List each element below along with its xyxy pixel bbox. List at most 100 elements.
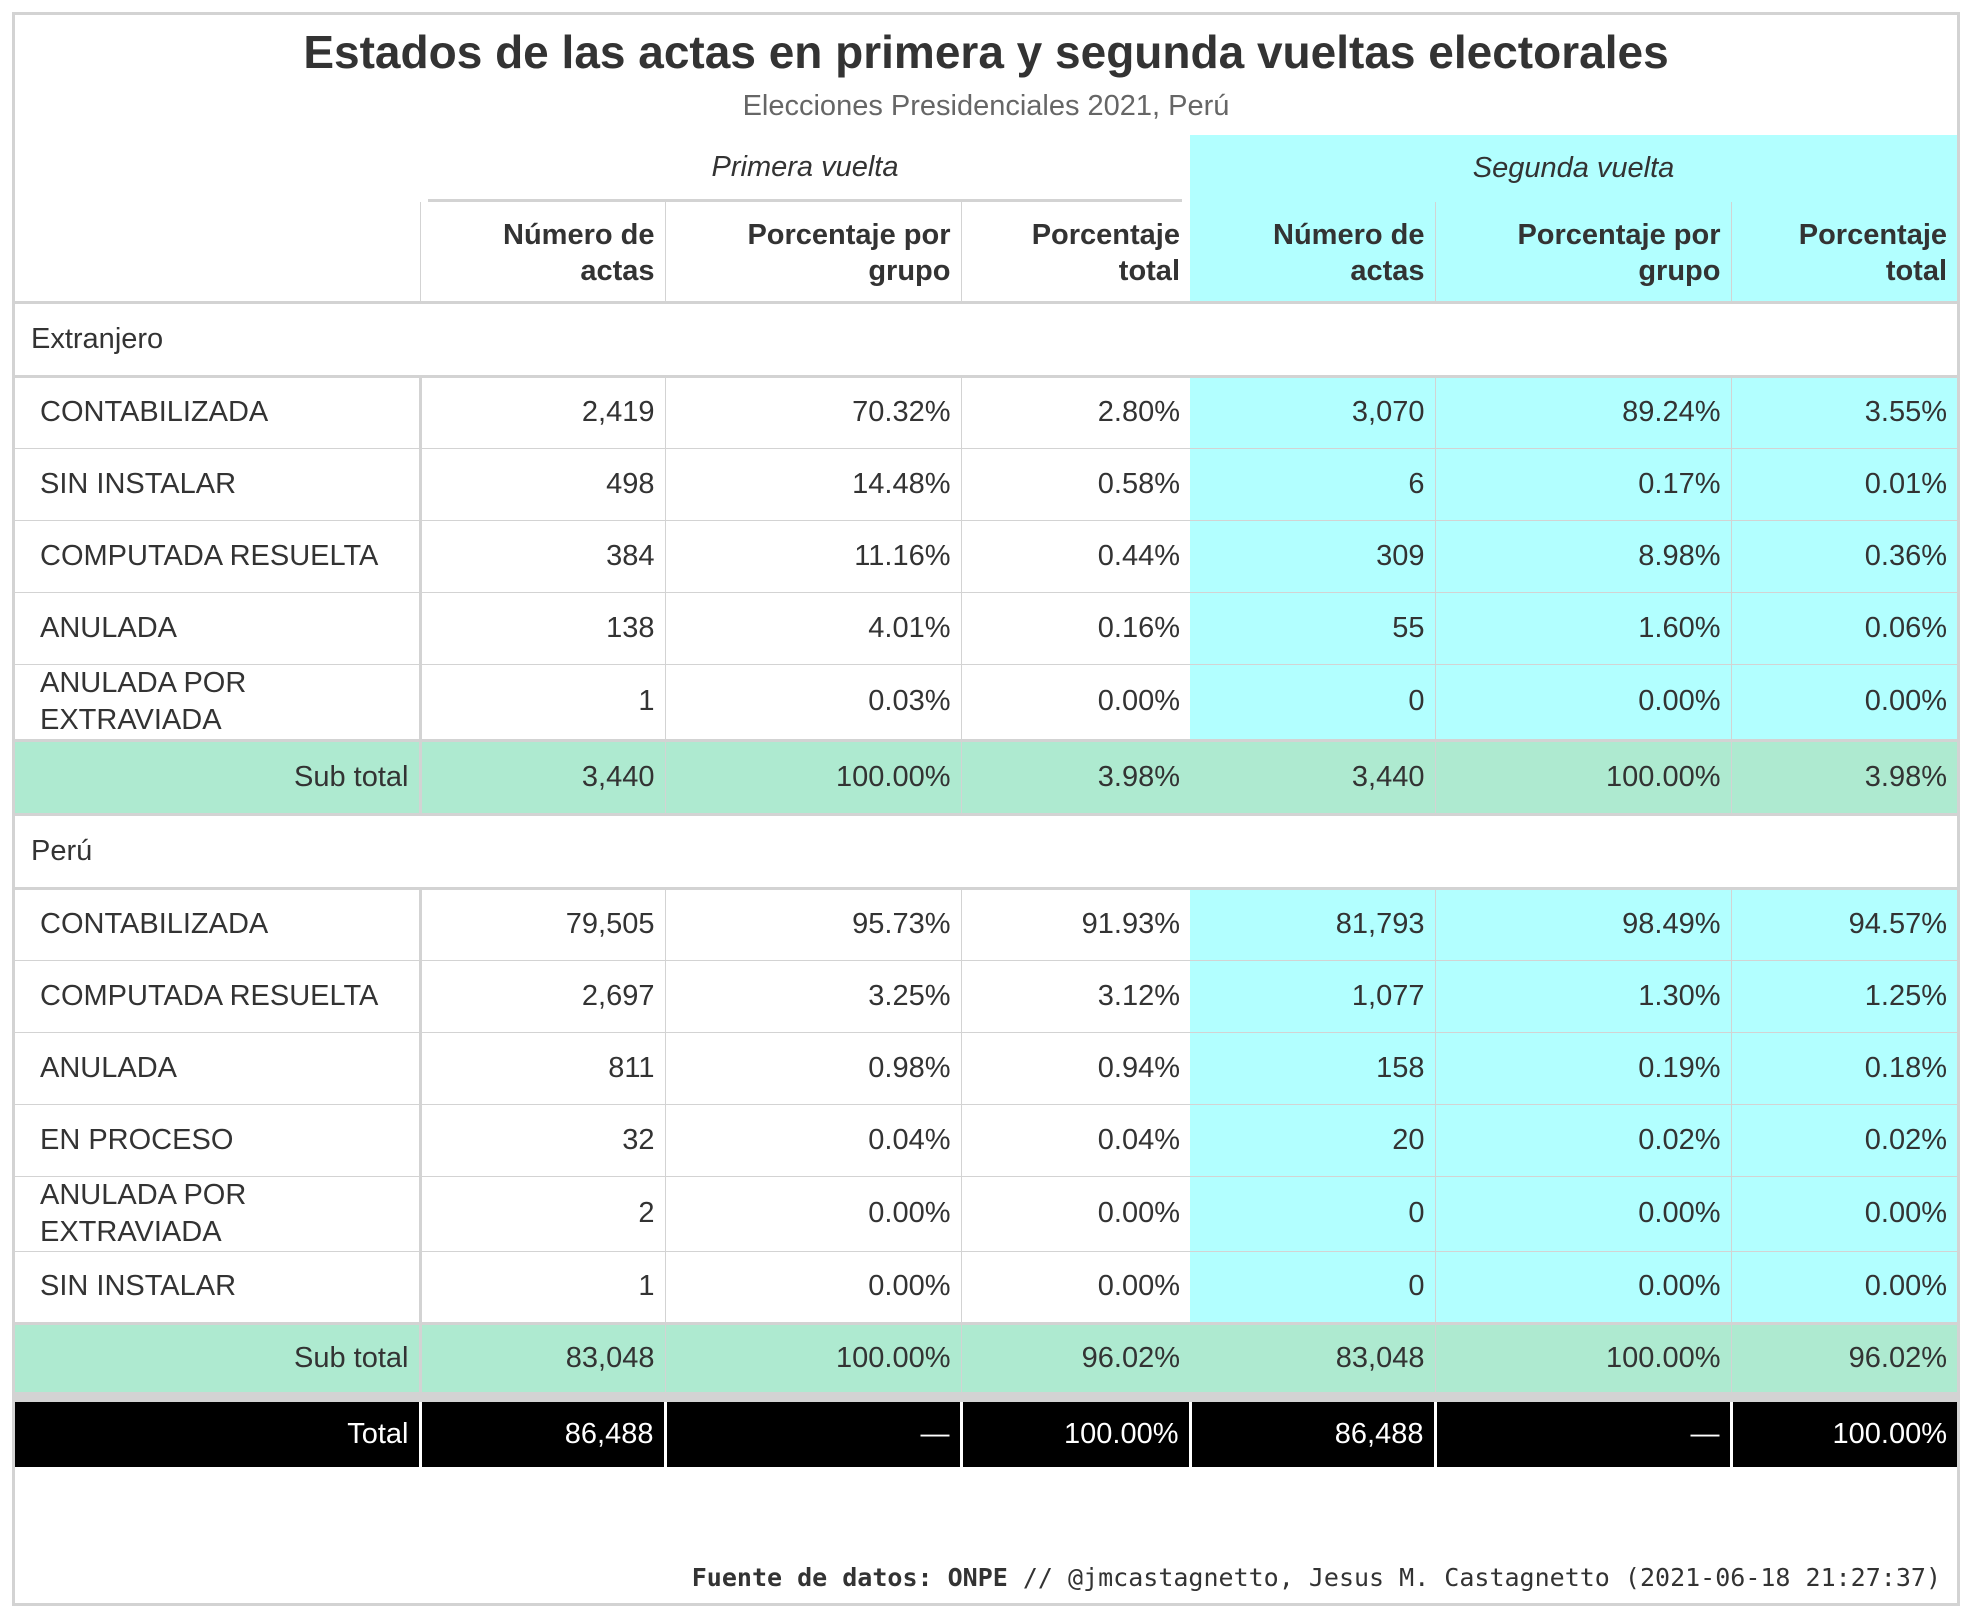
table-cell: 138: [420, 592, 666, 665]
total-cell: —: [665, 1397, 963, 1467]
subtotal-cell: 96.02%: [961, 1321, 1190, 1402]
table-cell: 0.00%: [1731, 664, 1958, 741]
table-cell: 0: [1190, 1251, 1436, 1324]
row-label: ANULADA: [15, 592, 422, 665]
group-row: Extranjero: [15, 302, 1958, 378]
table-cell: 3.55%: [1731, 376, 1958, 449]
row-label: EN PROCESO: [15, 1104, 422, 1177]
table-cell: 0.44%: [961, 520, 1190, 593]
table-cell: 4.01%: [665, 592, 962, 665]
spanner-primera-label: Primera vuelta: [428, 135, 1182, 202]
subtotal-cell: 100.00%: [1435, 738, 1732, 816]
subtotal-cell: 96.02%: [1731, 1321, 1958, 1402]
column-header: Porcentaje por grupo: [665, 202, 962, 304]
table-cell: 95.73%: [665, 888, 962, 961]
column-header: Porcentaje total: [961, 202, 1190, 304]
table-cell: 0: [1190, 1176, 1436, 1252]
subtotal-cell: 3.98%: [961, 738, 1190, 816]
table-row: SIN INSTALAR 498 14.48% 0.58% 6 0.17% 0.01%: [15, 448, 1958, 521]
table-frame: Estados de las actas en primera y segund…: [12, 12, 1960, 1606]
table-row: ANULADA POR EXTRAVIADA 1 0.03% 0.00% 0 0.00% 0…: [15, 664, 1958, 741]
table-cell: 0.00%: [961, 1176, 1190, 1252]
table-cell: 2: [420, 1176, 666, 1252]
table-cell: 2.80%: [961, 376, 1190, 449]
row-label: SIN INSTALAR: [15, 448, 422, 521]
row-label: CONTABILIZADA: [15, 376, 422, 449]
subtotal-cell: 100.00%: [1435, 1321, 1732, 1402]
table-cell: 11.16%: [665, 520, 962, 593]
table-title: Estados de las actas en primera y segund…: [303, 26, 1669, 78]
table-cell: 81,793: [1190, 888, 1436, 961]
table-cell: 20: [1190, 1104, 1436, 1177]
subtotal-row: Sub total 83,048 100.00% 96.02% 83,048 100.00…: [15, 1321, 1958, 1402]
stub-header: [15, 202, 421, 304]
table-cell: 2,419: [420, 376, 666, 449]
table-cell: 0.36%: [1731, 520, 1958, 593]
table-cell: 0.02%: [1731, 1104, 1958, 1177]
column-header: Porcentaje por grupo: [1435, 202, 1732, 304]
row-label: CONTABILIZADA: [15, 888, 422, 961]
table-cell: 0.06%: [1731, 592, 1958, 665]
table-cell: 1: [420, 664, 666, 741]
row-label: SIN INSTALAR: [15, 1251, 422, 1324]
source-label: Fuente de datos: ONPE: [691, 1563, 1008, 1592]
table-cell: 55: [1190, 592, 1436, 665]
table-cell: 14.48%: [665, 448, 962, 521]
table-cell: 0.00%: [665, 1176, 962, 1252]
table-cell: 384: [420, 520, 666, 593]
table-cell: 0.58%: [961, 448, 1190, 521]
table-cell: 32: [420, 1104, 666, 1177]
total-cell: 100.00%: [1731, 1397, 1958, 1467]
table-cell: 0.94%: [961, 1032, 1190, 1105]
total-row: Total 86,488—100.00% 86,488—100.00%: [15, 1397, 1958, 1467]
group-row: Perú: [15, 814, 1958, 890]
table-cell: 0.00%: [1435, 1176, 1732, 1252]
column-header: Porcentaje total: [1731, 202, 1958, 304]
subtotal-label: Sub total: [15, 738, 422, 816]
subtotal-cell: 3,440: [1190, 738, 1436, 816]
table-cell: 498: [420, 448, 666, 521]
table-row: COMPUTADA RESUELTA 2,697 3.25% 3.12% 1,077 1.…: [15, 960, 1958, 1033]
table-cell: 0.16%: [961, 592, 1190, 665]
subtotal-cell: 83,048: [1190, 1321, 1436, 1402]
table-body: Extranjero CONTABILIZADA 2,419 70.32% 2.80% 3…: [15, 302, 1958, 1467]
table-row: ANULADA 138 4.01% 0.16% 55 1.60% 0.06%: [15, 592, 1958, 665]
table-cell: 0.01%: [1731, 448, 1958, 521]
table-cell: 158: [1190, 1032, 1436, 1105]
subtotal-cell: 3,440: [420, 738, 666, 816]
table-cell: 1.25%: [1731, 960, 1958, 1033]
column-header: Número de actas: [420, 202, 666, 304]
table-cell: 70.32%: [665, 376, 962, 449]
table-cell: 0.98%: [665, 1032, 962, 1105]
table-cell: 0.00%: [961, 1251, 1190, 1324]
row-label: COMPUTADA RESUELTA: [15, 520, 422, 593]
data-table: Primera vuelta Segunda vuelta Número de …: [15, 135, 1958, 1467]
table-cell: 6: [1190, 448, 1436, 521]
table-row: CONTABILIZADA 2,419 70.32% 2.80% 3,070 89.24%…: [15, 376, 1958, 449]
table-cell: 309: [1190, 520, 1436, 593]
subtotal-cell: 3.98%: [1731, 738, 1958, 816]
table-cell: 0.17%: [1435, 448, 1732, 521]
table-row: CONTABILIZADA 79,505 95.73% 91.93% 81,793 98.…: [15, 888, 1958, 961]
total-label: Total: [15, 1397, 422, 1467]
row-label: ANULADA: [15, 1032, 422, 1105]
subtotal-cell: 100.00%: [665, 738, 962, 816]
table-cell: 0.04%: [665, 1104, 962, 1177]
table-cell: 0.18%: [1731, 1032, 1958, 1105]
total-cell: —: [1435, 1397, 1733, 1467]
table-cell: 0: [1190, 664, 1436, 741]
table-cell: 0.04%: [961, 1104, 1190, 1177]
table-cell: 811: [420, 1032, 666, 1105]
total-cell: 100.00%: [961, 1397, 1192, 1467]
table-cell: 3.12%: [961, 960, 1190, 1033]
spanner-primera-vuelta: Primera vuelta: [420, 135, 1190, 202]
table-cell: 3,070: [1190, 376, 1436, 449]
table-cell: 0.00%: [1435, 664, 1732, 741]
table-cell: 79,505: [420, 888, 666, 961]
table-cell: 1: [420, 1251, 666, 1324]
table-cell: 8.98%: [1435, 520, 1732, 593]
table-row: COMPUTADA RESUELTA 384 11.16% 0.44% 309 8.98%…: [15, 520, 1958, 593]
table-cell: 0.19%: [1435, 1032, 1732, 1105]
table-cell: 2,697: [420, 960, 666, 1033]
table-cell: 0.00%: [961, 664, 1190, 741]
